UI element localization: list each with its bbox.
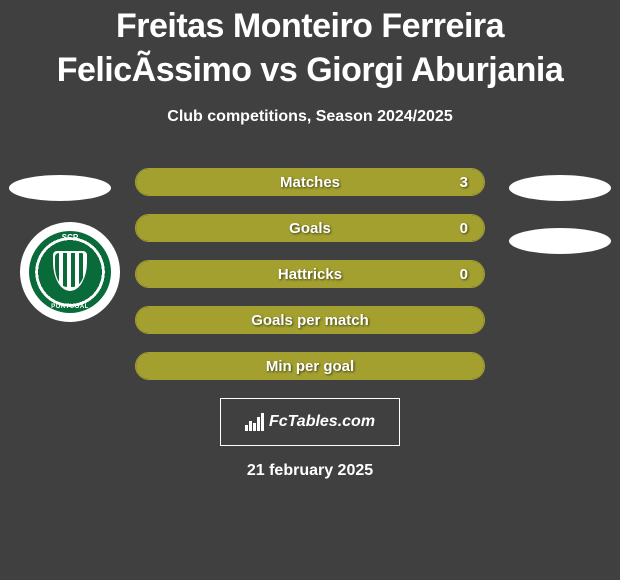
date-label: 21 february 2025 (0, 462, 620, 480)
stat-label: Matches (136, 174, 484, 191)
subtitle: Club competitions, Season 2024/2025 (0, 108, 620, 126)
stats-list: Matches3Goals0Hattricks0Goals per matchM… (135, 168, 485, 380)
club-logo-bottom-text: PORTUGAL (51, 304, 89, 310)
stat-row: Matches3 (135, 168, 485, 196)
stat-label: Goals (136, 220, 484, 237)
stat-label: Goals per match (136, 312, 484, 329)
club-logo-top-text: SCP (62, 234, 78, 242)
brand-box[interactable]: FcTables.com (220, 398, 400, 446)
stat-row: Hattricks0 (135, 260, 485, 288)
player-badge-right-1 (509, 175, 611, 201)
stat-label: Min per goal (136, 358, 484, 375)
club-logo-ring: SCP PORTUGAL (29, 231, 111, 313)
stat-row: Min per goal (135, 352, 485, 380)
club-logo-stripes (55, 253, 85, 287)
stat-value: 3 (460, 174, 468, 191)
comparison-card: Freitas Monteiro Ferreira FelicÃssimo vs… (0, 0, 620, 580)
club-logo: SCP PORTUGAL (20, 222, 120, 322)
stat-row: Goals per match (135, 306, 485, 334)
stat-value: 0 (460, 266, 468, 283)
stat-row: Goals0 (135, 214, 485, 242)
stat-value: 0 (460, 220, 468, 237)
brand-text: FcTables.com (269, 413, 375, 431)
bar-chart-icon (245, 413, 265, 431)
page-title: Freitas Monteiro Ferreira FelicÃssimo vs… (0, 4, 620, 102)
player-badge-left (9, 175, 111, 201)
stat-label: Hattricks (136, 266, 484, 283)
player-badge-right-2 (509, 228, 611, 254)
